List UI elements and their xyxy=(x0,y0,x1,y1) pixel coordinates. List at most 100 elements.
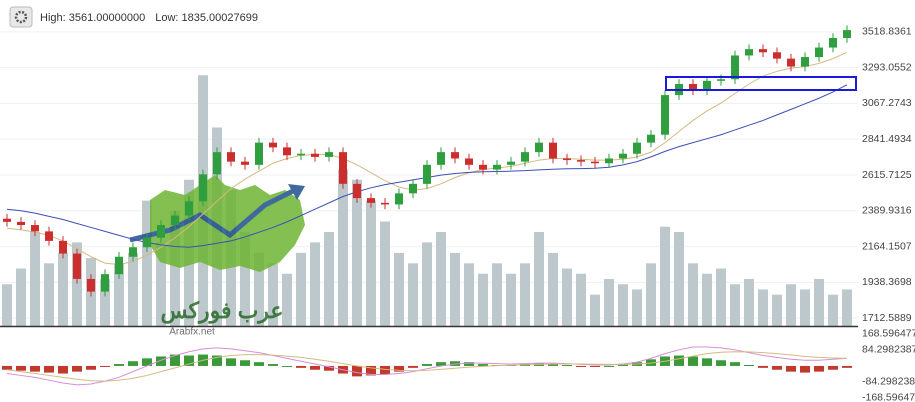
candle-body xyxy=(157,225,165,238)
macd-bar xyxy=(184,355,194,366)
candle-body xyxy=(31,225,39,232)
candle-body xyxy=(283,147,291,156)
candle-body xyxy=(619,153,627,159)
volume-bar xyxy=(576,273,586,326)
candle-body xyxy=(171,215,179,226)
logo-arrow-head xyxy=(288,184,305,200)
logo-arabic: عرب فوركس xyxy=(160,298,283,324)
volume-bar xyxy=(800,289,810,326)
candle-body xyxy=(353,183,361,199)
y-tick-label: 2841.4934 xyxy=(862,133,912,145)
volume-bar xyxy=(436,231,446,326)
macd-bar xyxy=(240,360,250,366)
volume-bar xyxy=(646,263,656,326)
candle-body xyxy=(633,142,641,154)
candle-body xyxy=(787,58,795,67)
macd-bar xyxy=(562,365,572,366)
macd-bar xyxy=(44,365,54,373)
y-tick-label: 2615.7125 xyxy=(862,169,912,181)
macd-line xyxy=(6,351,848,382)
logo-site: Arabfx.net xyxy=(169,327,215,338)
volume-bar xyxy=(506,273,516,326)
volume-bar xyxy=(744,278,754,326)
candle-body xyxy=(255,142,263,165)
macd-bar xyxy=(212,355,222,366)
macd-bar xyxy=(352,365,362,377)
macd-bar xyxy=(282,365,292,367)
macd-tick-label: -168.596477 xyxy=(862,392,915,402)
volume-bar xyxy=(296,252,306,326)
settings-button[interactable] xyxy=(9,6,33,28)
candle-body xyxy=(507,161,515,165)
candle-body xyxy=(535,142,543,153)
candle-body xyxy=(17,221,25,226)
candle-body xyxy=(311,153,319,157)
macd-bar xyxy=(142,358,152,366)
volume-bar xyxy=(590,294,600,326)
volume-bar xyxy=(688,263,698,326)
volume-bar xyxy=(72,242,82,326)
candle-body xyxy=(101,274,109,292)
candle-body xyxy=(367,198,375,203)
volume-bar xyxy=(464,263,474,326)
macd-bar xyxy=(842,365,852,368)
candle-body xyxy=(269,142,277,148)
macd-bar xyxy=(618,364,628,366)
volume-bar xyxy=(534,231,544,326)
volume-bar xyxy=(422,242,432,326)
volume-bar xyxy=(520,263,530,326)
y-tick-label: 2389.9316 xyxy=(862,205,912,217)
volume-bar xyxy=(268,263,278,326)
macd-bar xyxy=(58,365,68,374)
macd-bar xyxy=(254,362,264,366)
candle-body xyxy=(563,158,571,161)
volume-bar xyxy=(604,278,614,326)
candle-body xyxy=(339,152,347,184)
volume-bar xyxy=(562,268,572,326)
volume-bar xyxy=(408,263,418,326)
candle-body xyxy=(689,83,697,91)
macd-bar xyxy=(16,365,26,371)
y-tick-label: 3293.0552 xyxy=(862,61,912,73)
candle-body xyxy=(185,201,193,216)
volume-bar xyxy=(786,284,796,326)
volume-bar xyxy=(338,169,348,326)
macd-bar xyxy=(86,365,96,370)
candle-body xyxy=(815,47,823,58)
volume-bar xyxy=(492,263,502,326)
candle-body xyxy=(87,278,95,292)
candle-body xyxy=(115,256,123,275)
volume-bar xyxy=(310,242,320,326)
macd-bar xyxy=(674,355,684,366)
candle-body xyxy=(577,160,585,162)
candle-body xyxy=(129,247,137,257)
macd-tick-label: 168.596477 xyxy=(862,328,915,340)
volume-bar xyxy=(142,200,152,326)
candle-body xyxy=(703,80,711,91)
candle-body xyxy=(395,193,403,205)
volume-bar xyxy=(478,273,488,326)
gear-icon xyxy=(14,10,28,24)
candle-body xyxy=(591,161,599,164)
candle-body xyxy=(143,237,151,248)
volume-bar xyxy=(254,252,264,326)
candle-body xyxy=(423,164,431,184)
candle-body xyxy=(717,79,725,81)
volume-bar xyxy=(702,273,712,326)
volume-bar xyxy=(758,289,768,326)
volume-bar xyxy=(380,221,390,326)
macd-bar xyxy=(702,358,712,366)
macd-bar xyxy=(366,365,376,376)
macd-tick-label: 84.2982387 xyxy=(862,344,915,356)
volume-bar xyxy=(632,289,642,326)
macd-bar xyxy=(156,356,166,366)
macd-bar xyxy=(2,365,12,370)
background-layer xyxy=(0,31,858,326)
volume-bar xyxy=(16,268,26,326)
volume-bar xyxy=(44,263,54,326)
y-tick-label: 3067.2743 xyxy=(862,97,912,109)
volume-bar xyxy=(394,252,404,326)
candle-body xyxy=(3,218,11,222)
volume-bar xyxy=(170,211,180,326)
y-tick-label: 1938.3698 xyxy=(862,276,912,288)
